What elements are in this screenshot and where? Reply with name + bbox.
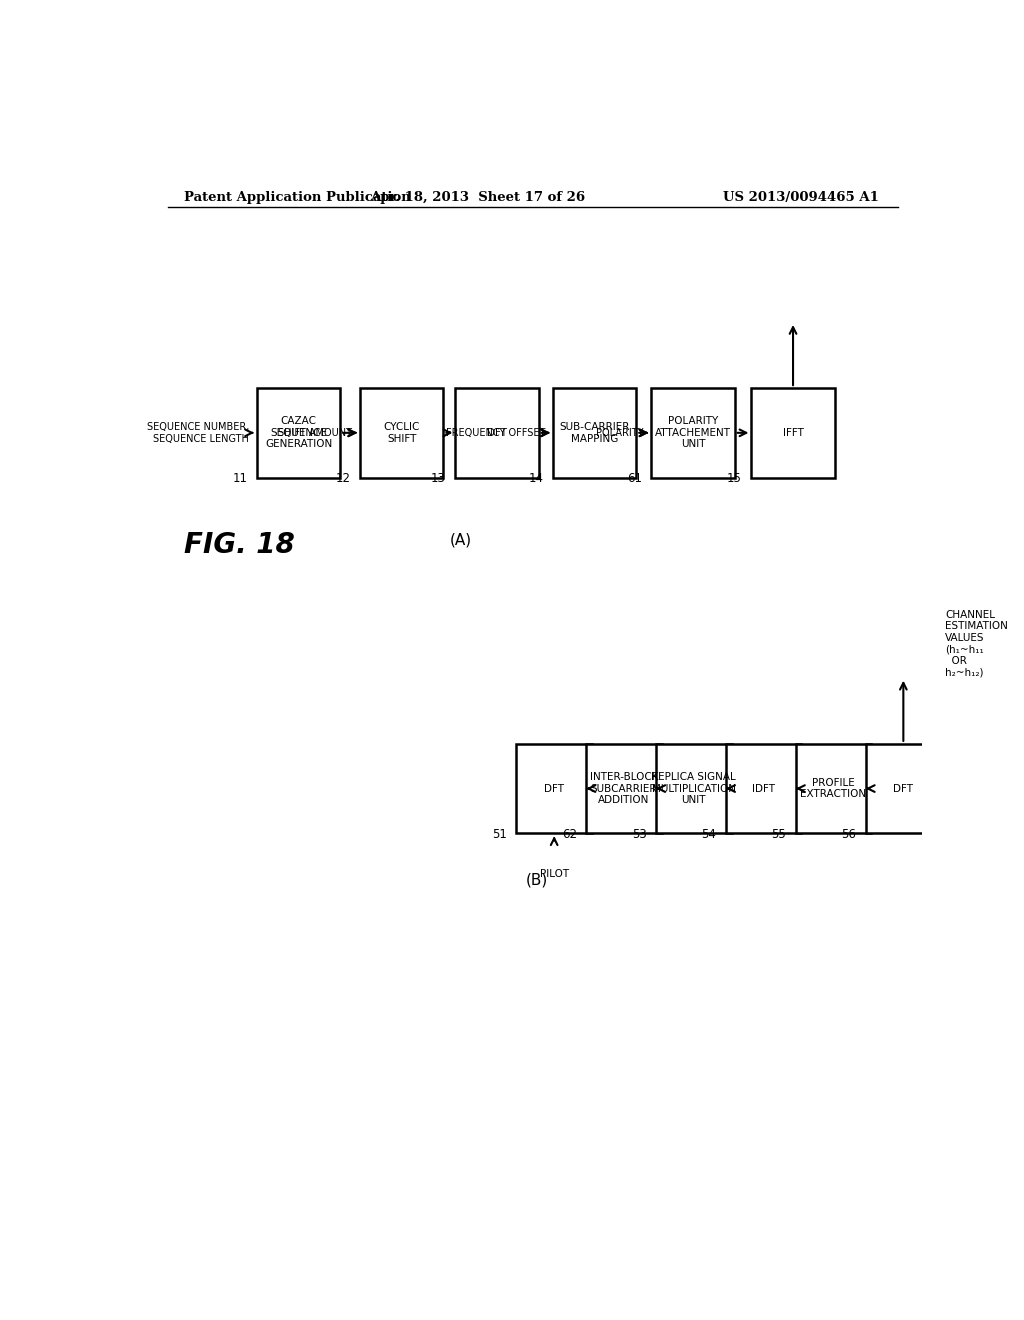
Text: IDFT: IDFT <box>753 784 775 793</box>
Text: 55: 55 <box>771 828 786 841</box>
Text: REPLICA SIGNAL
MULTIPLICATION
UNIT: REPLICA SIGNAL MULTIPLICATION UNIT <box>651 772 736 805</box>
Bar <box>651 388 734 478</box>
Text: POLARITY: POLARITY <box>596 428 643 438</box>
Text: 11: 11 <box>232 473 248 486</box>
Text: 15: 15 <box>727 473 741 486</box>
Bar <box>553 388 636 478</box>
Bar <box>656 744 731 833</box>
Text: Patent Application Publication: Patent Application Publication <box>183 191 411 203</box>
Text: 53: 53 <box>632 828 646 841</box>
Bar <box>456 388 539 478</box>
Text: SHIFT AMOUNT: SHIFT AMOUNT <box>279 428 352 438</box>
Bar <box>257 388 340 478</box>
Text: POLARITY
ATTACHEMENT
UNIT: POLARITY ATTACHEMENT UNIT <box>655 416 731 449</box>
Text: 51: 51 <box>493 828 507 841</box>
Bar <box>752 388 835 478</box>
Text: 62: 62 <box>562 828 577 841</box>
Bar <box>587 744 662 833</box>
Text: PROFILE
EXTRACTION: PROFILE EXTRACTION <box>801 777 866 800</box>
Text: SUB-CARRIER
MAPPING: SUB-CARRIER MAPPING <box>559 422 630 444</box>
Text: 56: 56 <box>842 828 856 841</box>
Text: FIG. 18: FIG. 18 <box>183 531 294 558</box>
Text: DFT: DFT <box>893 784 913 793</box>
Text: IFFT: IFFT <box>782 428 804 438</box>
Text: CAZAC
SEQUENCE
GENERATION: CAZAC SEQUENCE GENERATION <box>265 416 332 449</box>
Text: FREQUENCY OFFSET: FREQUENCY OFFSET <box>445 428 545 438</box>
Text: SEQUENCE NUMBER,
SEQUENCE LENGTH: SEQUENCE NUMBER, SEQUENCE LENGTH <box>146 422 249 444</box>
Text: CHANNEL
ESTIMATION
VALUES
(h₁~h₁₁
  OR
h₂~h₁₂): CHANNEL ESTIMATION VALUES (h₁~h₁₁ OR h₂~… <box>945 610 1008 677</box>
Text: DFT: DFT <box>487 428 507 438</box>
Text: 14: 14 <box>528 473 544 486</box>
Text: 13: 13 <box>431 473 445 486</box>
Bar <box>865 744 941 833</box>
Text: Apr. 18, 2013  Sheet 17 of 26: Apr. 18, 2013 Sheet 17 of 26 <box>370 191 585 203</box>
Bar <box>516 744 592 833</box>
Text: PILOT: PILOT <box>540 869 568 879</box>
Text: CYCLIC
SHIFT: CYCLIC SHIFT <box>384 422 420 444</box>
Bar <box>726 744 802 833</box>
Bar <box>796 744 871 833</box>
Bar <box>360 388 443 478</box>
Text: US 2013/0094465 A1: US 2013/0094465 A1 <box>723 191 879 203</box>
Text: (A): (A) <box>451 532 472 546</box>
Text: 61: 61 <box>627 473 642 486</box>
Text: 12: 12 <box>336 473 350 486</box>
Text: DFT: DFT <box>544 784 564 793</box>
Text: 54: 54 <box>701 828 717 841</box>
Text: (B): (B) <box>525 873 548 887</box>
Text: INTER-BLOCK
SUBCARRIER
ADDITION: INTER-BLOCK SUBCARRIER ADDITION <box>590 772 658 805</box>
